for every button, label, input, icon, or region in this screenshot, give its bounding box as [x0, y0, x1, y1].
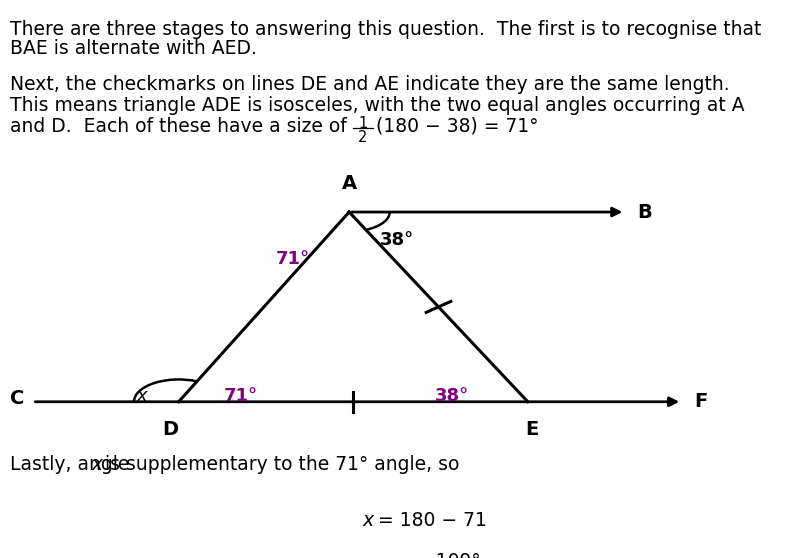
Text: x: x — [136, 387, 148, 405]
Text: is supplementary to the 71° angle, so: is supplementary to the 71° angle, so — [99, 455, 459, 474]
Text: and D.  Each of these have a size of: and D. Each of these have a size of — [10, 117, 346, 136]
Text: x: x — [362, 511, 373, 530]
Text: 2: 2 — [358, 130, 367, 145]
Text: x: x — [92, 455, 103, 474]
Text: 38°: 38° — [434, 387, 468, 405]
Text: E: E — [525, 420, 538, 439]
Text: C: C — [10, 389, 24, 408]
Text: Lastly, angle: Lastly, angle — [10, 455, 135, 474]
Text: D: D — [162, 420, 178, 439]
Text: 1: 1 — [358, 116, 367, 131]
Text: 71°: 71° — [276, 251, 310, 268]
Text: This means triangle ADE is isosceles, with the two equal angles occurring at A: This means triangle ADE is isosceles, wi… — [10, 96, 744, 115]
Text: = 180 − 71: = 180 − 71 — [377, 511, 486, 530]
Text: A: A — [341, 174, 356, 193]
Text: Next, the checkmarks on lines DE and AE indicate they are the same length.: Next, the checkmarks on lines DE and AE … — [10, 75, 728, 94]
Text: BAE is alternate with AED.: BAE is alternate with AED. — [10, 39, 256, 58]
Text: 71°: 71° — [223, 387, 257, 405]
Text: = 109°: = 109° — [414, 552, 480, 558]
Text: F: F — [693, 392, 706, 411]
Text: 38°: 38° — [380, 231, 414, 249]
Text: There are three stages to answering this question.  The first is to recognise th: There are three stages to answering this… — [10, 20, 760, 39]
Text: B: B — [637, 203, 651, 222]
Text: (180 − 38) = 71°: (180 − 38) = 71° — [375, 117, 538, 136]
